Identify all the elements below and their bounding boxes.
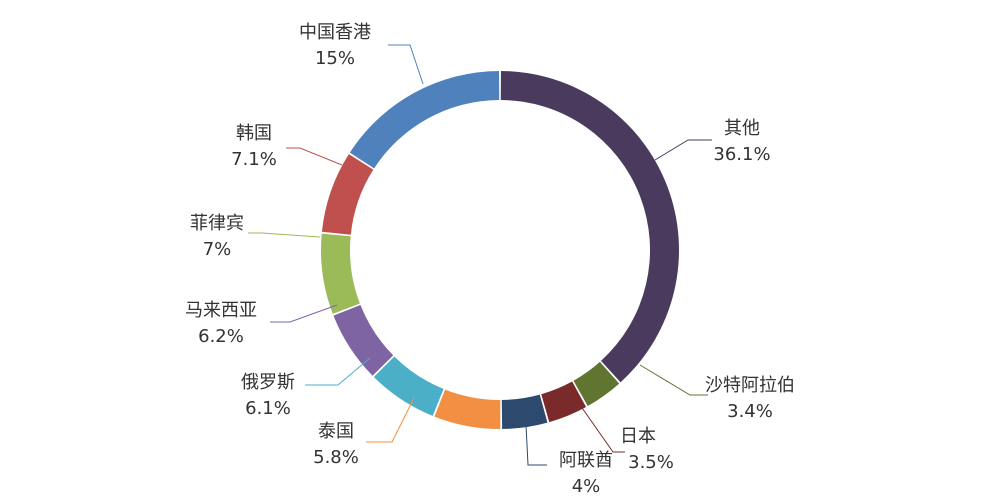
donut-slice-0 [500, 71, 679, 383]
slice-label-0: 其他 [724, 118, 760, 139]
leader-line-0 [654, 139, 712, 161]
slice-label-8: 韩国 [236, 123, 272, 144]
leader-line-4 [366, 397, 415, 443]
slice-label-6: 马来西亚 [185, 300, 257, 321]
slice-value-7: 7% [203, 239, 232, 260]
slice-value-9: 15% [315, 48, 355, 69]
slice-label-3: 阿联酋 [559, 450, 613, 471]
slice-value-5: 6.1% [245, 398, 291, 419]
slice-value-2: 3.5% [628, 452, 674, 473]
donut-slice-4 [434, 389, 501, 429]
donut-slice-1 [573, 361, 620, 407]
donut-slice-3 [501, 394, 548, 429]
slice-value-8: 7.1% [231, 149, 277, 170]
slice-value-1: 3.4% [727, 401, 773, 422]
slice-label-5: 俄罗斯 [241, 372, 295, 393]
donut-slice-5 [373, 356, 444, 416]
slice-label-7: 菲律宾 [190, 213, 244, 234]
donut-slice-2 [541, 381, 587, 423]
slice-label-4: 泰国 [318, 421, 354, 442]
leader-line-5 [305, 357, 371, 386]
slice-label-1: 沙特阿拉伯 [705, 375, 795, 396]
slice-value-6: 6.2% [198, 326, 244, 347]
leader-line-7 [248, 232, 321, 238]
slice-value-4: 5.8% [313, 447, 359, 468]
donut-slice-8 [321, 154, 374, 235]
slice-value-0: 36.1% [713, 144, 770, 165]
donut-slice-7 [321, 233, 360, 314]
leader-line-8 [286, 147, 343, 166]
slice-value-3: 4% [572, 476, 601, 497]
leader-line-3 [525, 424, 547, 466]
leader-line-6 [270, 304, 338, 323]
leader-line-1 [639, 364, 708, 396]
leader-line-2 [579, 404, 625, 453]
slice-label-2: 日本 [620, 426, 656, 447]
donut-slice-9 [349, 71, 500, 169]
leader-line-9 [388, 44, 424, 85]
donut-slice-6 [333, 305, 394, 376]
slice-label-9: 中国香港 [299, 22, 371, 43]
